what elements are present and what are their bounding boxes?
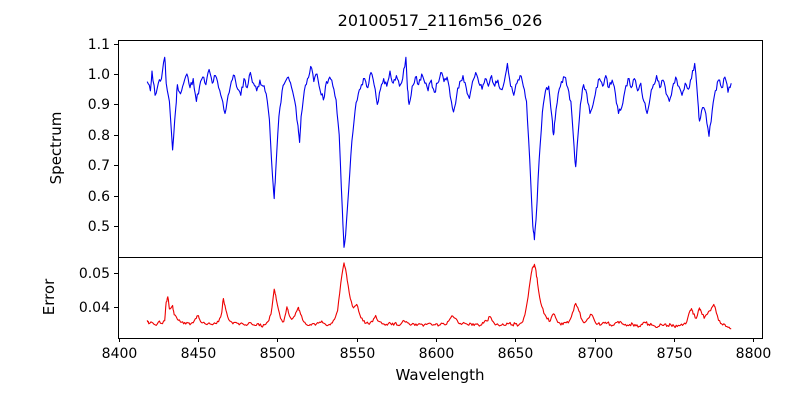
y-tick-label-spectrum: 0.9 — [88, 97, 110, 113]
y-tick-label-error: 0.04 — [79, 300, 110, 316]
y-tick-label-spectrum: 0.6 — [88, 189, 110, 205]
x-tick-label: 8800 — [736, 346, 772, 362]
x-tick-label: 8400 — [102, 346, 138, 362]
y-tick-label-spectrum: 0.8 — [88, 128, 110, 144]
x-tick-label: 8750 — [657, 346, 693, 362]
y-tick-label-spectrum: 0.7 — [88, 158, 110, 174]
x-tick-label: 8600 — [419, 346, 455, 362]
x-tick-label: 8700 — [578, 346, 614, 362]
y-tick-label-spectrum: 1.0 — [88, 67, 110, 83]
chart-title: 20100517_2116m56_026 — [337, 11, 543, 30]
x-tick-label: 8450 — [181, 346, 217, 362]
x-tick-label: 8550 — [340, 346, 376, 362]
x-axis-label: Wavelength — [395, 366, 485, 384]
y-tick-label-spectrum: 0.5 — [88, 219, 110, 235]
x-tick-label: 8650 — [498, 346, 534, 362]
y-tick-label-spectrum: 1.1 — [88, 37, 110, 53]
axes-box-error — [118, 257, 763, 339]
y-tick-label-error: 0.05 — [79, 266, 110, 282]
error-line — [146, 262, 732, 330]
spectrum-line — [146, 56, 732, 248]
x-tick-label: 8500 — [260, 346, 296, 362]
